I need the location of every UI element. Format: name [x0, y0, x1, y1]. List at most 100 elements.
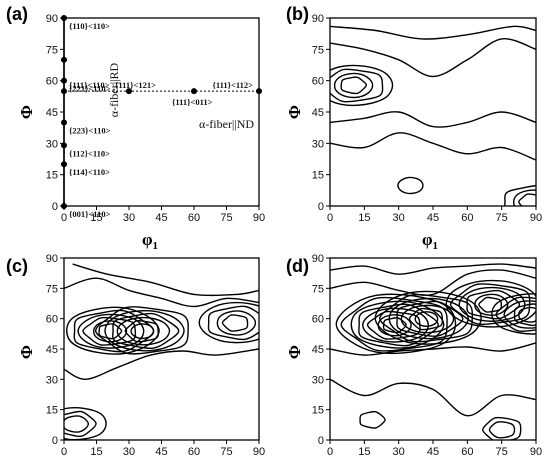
texture-point — [126, 88, 132, 95]
x-tick-label: 45 — [155, 446, 167, 458]
contour-line — [445, 279, 536, 328]
texture-point — [61, 77, 67, 84]
contour-line — [366, 310, 421, 340]
contour-line — [488, 421, 516, 439]
contour-line — [330, 38, 536, 78]
y-axis-label: Φ — [285, 345, 304, 359]
contour-line — [400, 304, 455, 334]
y-tick-label: 75 — [312, 283, 324, 295]
y-tick-label: 75 — [312, 44, 324, 56]
texture-label: {111}<011> — [172, 97, 213, 107]
x-tick-label: 45 — [427, 212, 439, 224]
x-tick-label: 15 — [358, 212, 370, 224]
x-tick-label: 45 — [155, 212, 167, 224]
y-tick-label: 30 — [46, 138, 58, 150]
texture-label: {110}<110> — [69, 21, 110, 31]
y-tick-label: 75 — [46, 283, 58, 295]
y-tick-label: 15 — [312, 170, 324, 182]
contour-line — [333, 72, 374, 99]
panel-letter: (d) — [286, 256, 309, 276]
texture-point — [61, 203, 67, 209]
contour-line — [340, 76, 367, 95]
texture-label: {111}<110> — [69, 80, 110, 90]
y-tick-label: 0 — [52, 435, 58, 447]
contour-line — [64, 410, 97, 438]
contour-line — [207, 305, 259, 341]
texture-label: {114}<110> — [69, 167, 110, 177]
y-tick-label: 60 — [46, 76, 58, 88]
contour-line — [491, 293, 536, 335]
x-tick-label: 75 — [220, 446, 232, 458]
contour-group — [330, 263, 536, 440]
contour-line — [221, 314, 249, 332]
x-tick-label: 0 — [327, 212, 333, 224]
y-tick-label: 15 — [46, 170, 58, 182]
contour-line — [72, 263, 259, 297]
contour-group — [330, 25, 536, 206]
x-tick-label: 15 — [90, 212, 102, 224]
contour-line — [478, 296, 503, 313]
contour-line — [474, 293, 509, 316]
contour-line — [130, 323, 155, 340]
contour-line — [518, 306, 536, 323]
contour-line — [116, 316, 171, 346]
panel-letter: (c) — [6, 256, 28, 276]
y-tick-label: 60 — [312, 314, 324, 326]
texture-label: {111}<112> — [213, 80, 254, 90]
y-axis-label: Φ — [17, 345, 36, 359]
contour-line — [198, 301, 259, 344]
y-tick-label: 15 — [46, 405, 58, 417]
contour-line — [64, 277, 259, 308]
x-tick-label: 30 — [123, 212, 135, 224]
plot-frame — [63, 17, 260, 207]
contour-line — [396, 300, 464, 337]
texture-label: {001}<110> — [69, 209, 111, 219]
texture-point — [61, 142, 67, 149]
x-tick-label: 0 — [327, 446, 333, 458]
contour-group — [64, 263, 259, 440]
panel-d: (d) Φ 0 15 30 45 60 75 90 0 15 30 45 60 75 90 — [285, 253, 542, 458]
contour-line — [92, 320, 128, 343]
x-tick-label: 45 — [427, 446, 439, 458]
contour-line — [408, 307, 444, 331]
contour-line — [503, 300, 536, 329]
y-tick-label: 90 — [46, 13, 58, 25]
y-tick-label: 30 — [46, 374, 58, 386]
contour-line — [82, 316, 137, 346]
contour-line — [64, 348, 259, 381]
x-tick-label: 0 — [61, 446, 67, 458]
contour-line — [330, 378, 536, 417]
texture-point — [256, 88, 262, 95]
x-tick-label: 60 — [461, 212, 473, 224]
contour-line — [73, 309, 155, 353]
y-tick-label: 0 — [318, 435, 324, 447]
panel-b: (b) Φφ1 0 15 30 45 60 75 90 0 15 30 45 60 75 90 — [285, 4, 542, 252]
y-tick-label: 90 — [46, 253, 58, 265]
contour-line — [64, 407, 107, 440]
y-tick-label: 0 — [318, 201, 324, 213]
contour-line — [513, 303, 536, 327]
contour-line — [518, 193, 536, 206]
contour-line — [482, 416, 522, 440]
x-tick-label: 90 — [530, 446, 542, 458]
x-tick-label: 15 — [358, 446, 370, 458]
texture-point — [61, 119, 67, 126]
y-tick-label: 90 — [312, 13, 324, 25]
y-tick-label: 0 — [52, 201, 58, 213]
contour-line — [397, 176, 424, 195]
x-tick-label: 75 — [220, 212, 232, 224]
contour-line — [466, 289, 521, 320]
contour-line — [77, 313, 145, 349]
y-tick-label: 75 — [46, 44, 58, 56]
y-axis-label: Φ — [17, 105, 36, 119]
contour-line — [388, 297, 469, 340]
x-tick-label: 60 — [188, 446, 200, 458]
contour-line — [374, 290, 482, 345]
texture-label: {111}<121> — [115, 80, 156, 90]
contour-line — [359, 410, 386, 429]
texture-point — [61, 15, 67, 21]
y-tick-label: 45 — [312, 107, 324, 119]
contour-line — [95, 306, 189, 355]
contour-line — [124, 319, 159, 343]
